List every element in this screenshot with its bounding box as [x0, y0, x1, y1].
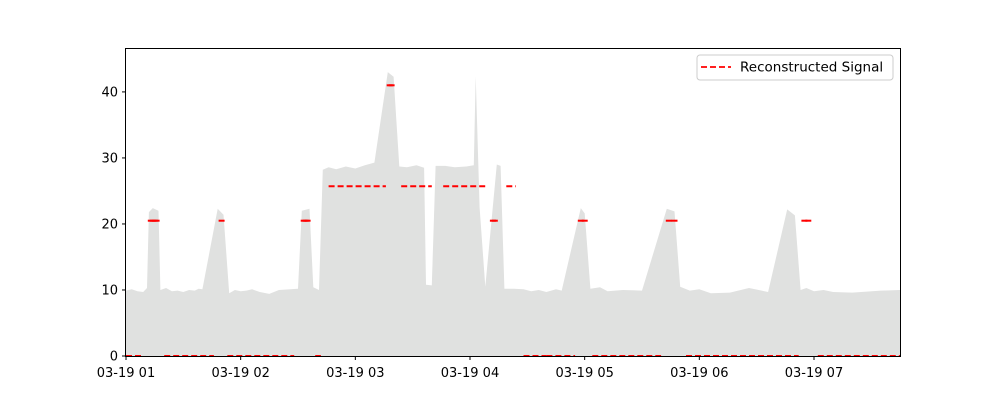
x-tick-label-4: 03-19 05 — [555, 366, 613, 381]
x-tick-label-1: 03-19 02 — [211, 366, 269, 381]
legend-box — [696, 54, 894, 81]
y-axis: 0 10 20 30 40 — [101, 85, 126, 365]
plot-frame — [125, 48, 901, 357]
y-tick-label-2: 20 — [101, 217, 118, 232]
area-layer — [126, 72, 900, 356]
x-tick-label-2: 03-19 03 — [326, 366, 384, 381]
x-tick-label-3: 03-19 04 — [441, 366, 499, 381]
x-axis: 03-19 01 03-19 02 03-19 03 03-19 04 03-19 05… — [97, 356, 843, 381]
x-tick-label-6: 03-19 07 — [785, 366, 843, 381]
y-tick-label-3: 30 — [101, 151, 118, 166]
x-tick-label-0: 03-19 01 — [97, 366, 155, 381]
y-tick-label-0: 0 — [110, 350, 118, 365]
x-tick-label-5: 03-19 06 — [670, 366, 728, 381]
y-tick-label-4: 40 — [101, 85, 118, 100]
area-fill — [126, 72, 900, 356]
legend: Reconstructed Signal — [696, 54, 894, 81]
legend-label: Reconstructed Signal — [740, 60, 883, 76]
y-tick-label-1: 10 — [101, 283, 118, 298]
